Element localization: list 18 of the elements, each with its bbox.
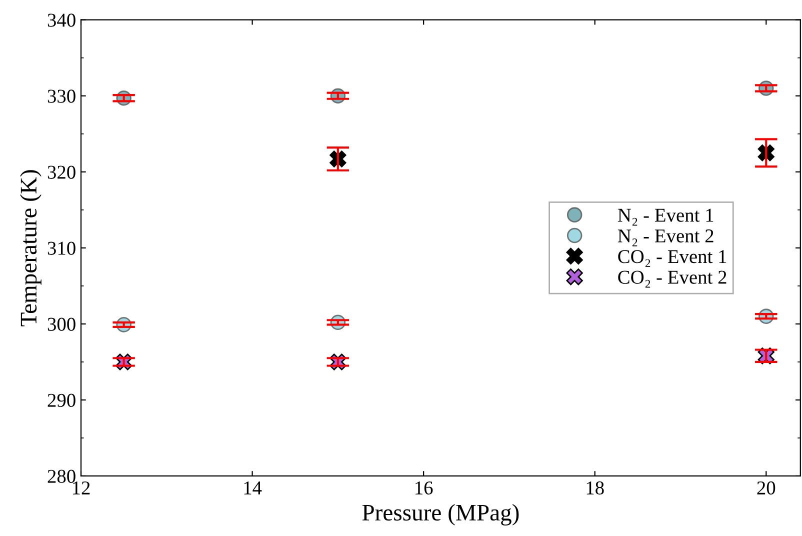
y-tick-label: 330	[48, 90, 76, 103]
x-tick-label: 12	[72, 481, 90, 494]
y-tick-label: 310	[48, 242, 76, 255]
x-tick-label: 16	[416, 481, 433, 495]
y-axis-title: Temperature (K)	[20, 170, 42, 326]
x-axis-title: Pressure (MPag)	[362, 504, 519, 526]
x-tick-label: 14	[244, 481, 262, 494]
x-tick-label: 20	[757, 481, 776, 495]
y-tick-label: 340	[48, 14, 76, 27]
x-tick-label: 18	[586, 481, 604, 495]
y-tick-label: 290	[48, 394, 76, 407]
legend-label: N₂ - Event 1	[618, 208, 714, 226]
legend-label: CO₂ - Event 1	[618, 250, 726, 267]
y-tick-label: 280	[48, 470, 76, 483]
legend-label: CO₂ - Event 2	[618, 270, 726, 288]
legend-label: N₂ - Event 2	[618, 229, 714, 246]
y-tick-label: 320	[48, 166, 76, 179]
y-tick-label: 300	[48, 318, 76, 331]
